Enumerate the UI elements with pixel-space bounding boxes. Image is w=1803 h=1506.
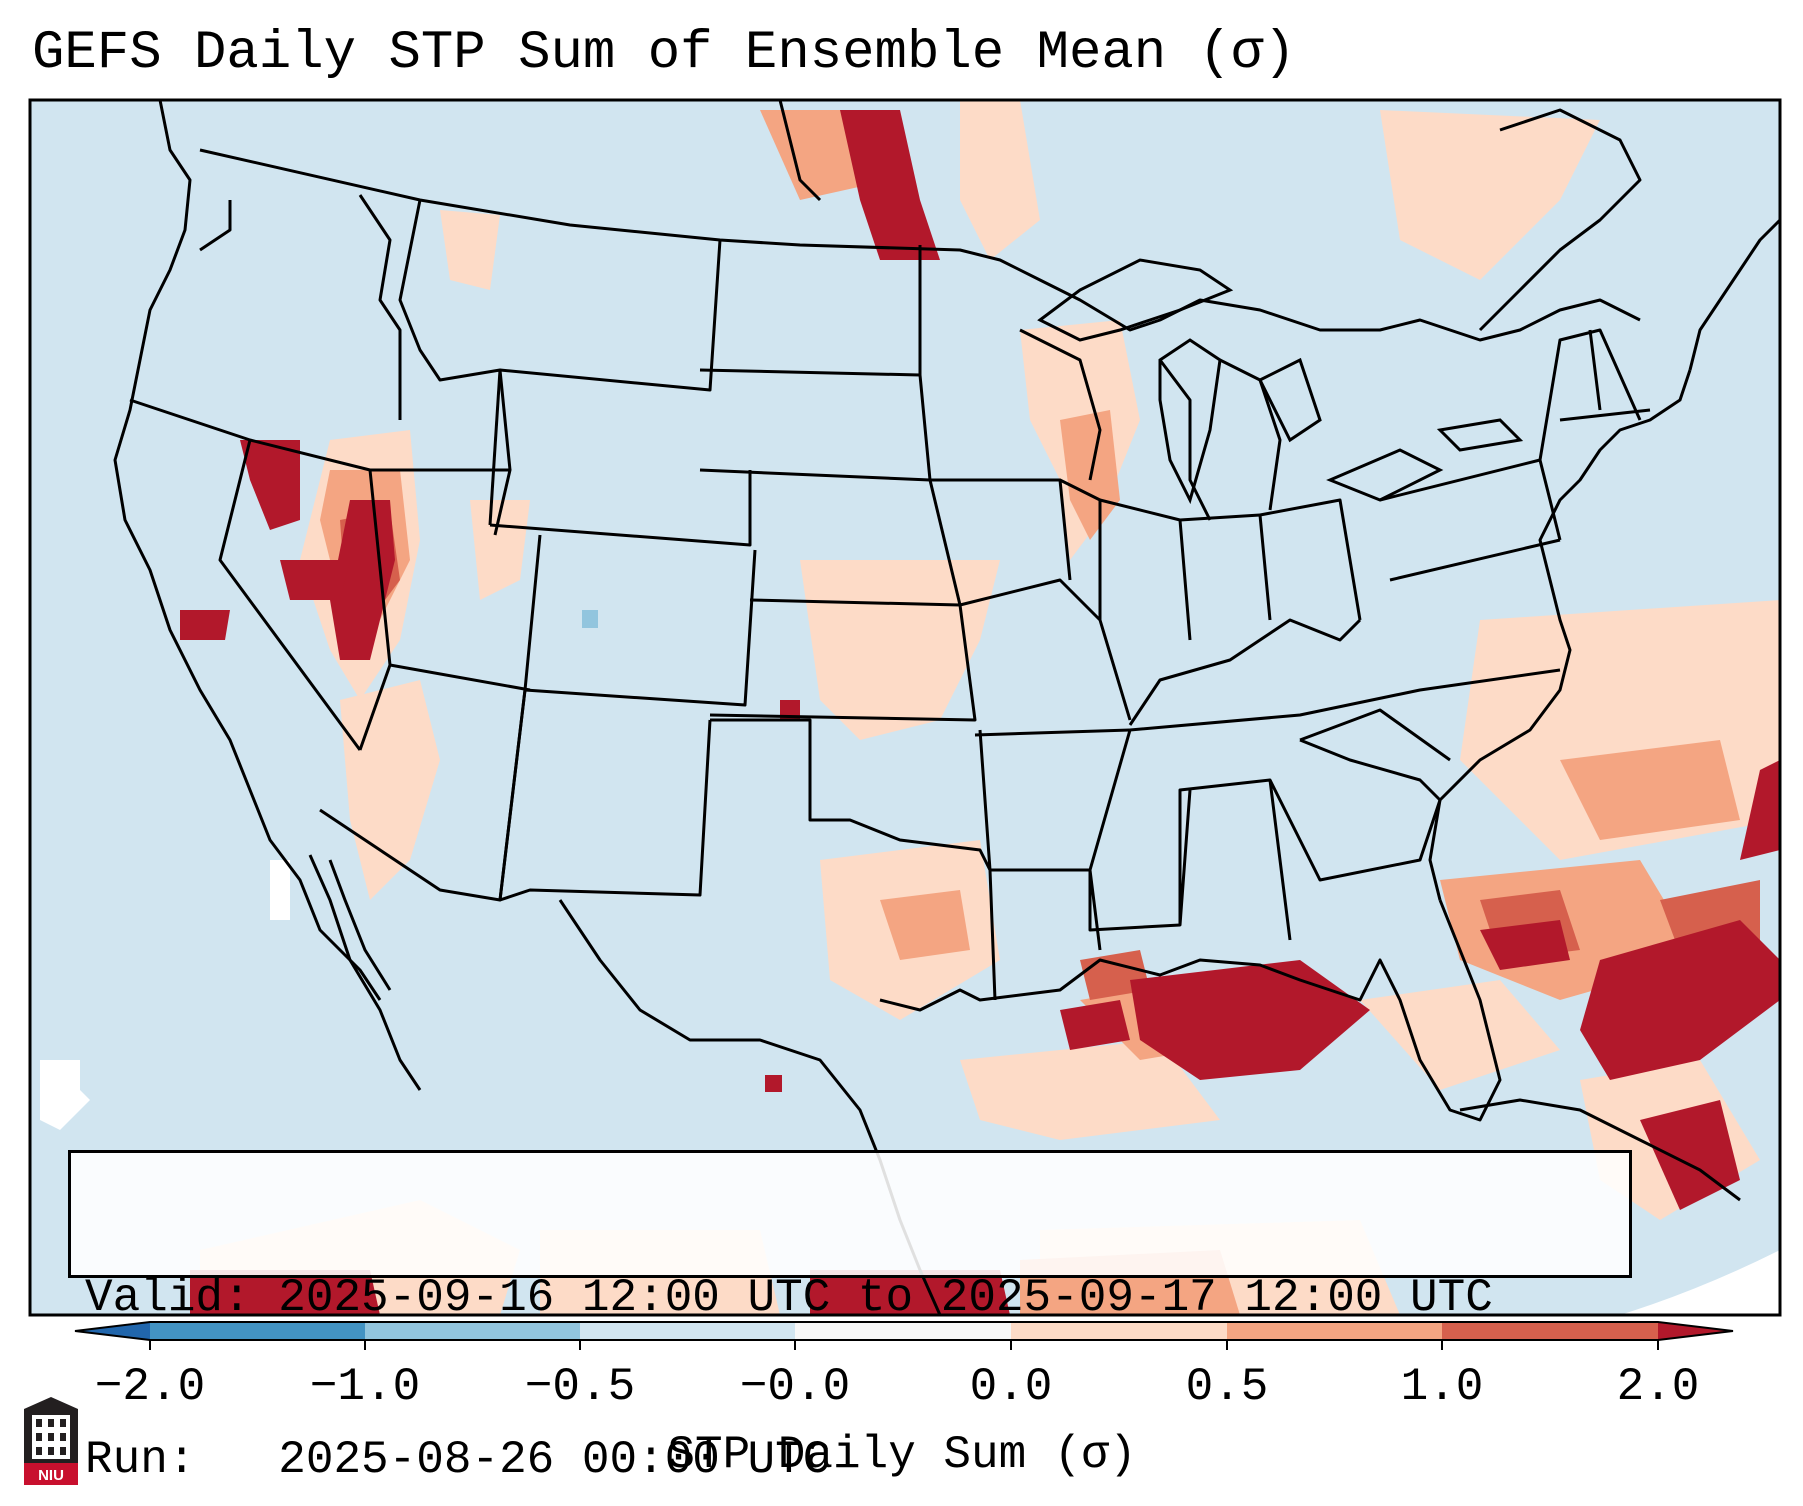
colorbar-tick-label: −0.5 <box>524 1361 636 1413</box>
state-border-layer <box>129 148 1651 1001</box>
colorbar-label: STP Daily Sum (σ) <box>667 1429 1137 1481</box>
great-lakes-layer <box>1037 258 1524 505</box>
colorbar <box>74 1321 1734 1350</box>
colorbar-bin-1-2 <box>1442 1322 1658 1340</box>
anomaly-cell-zero <box>40 1060 90 1130</box>
colorbar-over-arrow <box>1658 1322 1733 1340</box>
colorbar-bin-zero <box>795 1322 1011 1340</box>
colorbar-tick-label: −1.0 <box>309 1361 421 1413</box>
colorbar-tick-label: 1.0 <box>1400 1361 1484 1413</box>
colorbar-tick-marks <box>149 1340 1659 1350</box>
niu-logo-text: NIU <box>38 1467 64 1484</box>
colorbar-bin-neg1-neg05 <box>365 1322 580 1340</box>
colorbar-tick-label: −0.0 <box>739 1361 851 1413</box>
niu-logo: NIU <box>20 1395 82 1490</box>
anomaly-cell-zero <box>270 860 290 920</box>
colorbar-under-arrow <box>75 1322 150 1340</box>
map-frame <box>28 98 1782 1317</box>
colorbar-bin-0-05 <box>1011 1322 1227 1340</box>
valid-time-text: Valid: 2025-09-16 12:00 UTC to 2025-09-1… <box>85 1272 1493 1324</box>
niu-logo-icon <box>24 1397 78 1485</box>
colorbar-tick-label: 0.5 <box>1185 1361 1269 1413</box>
valid-run-info-box: Valid: 2025-09-16 12:00 UTC to 2025-09-1… <box>68 1150 1632 1486</box>
anomaly-cell-negative <box>582 610 598 628</box>
colorbar-bin-neg2-neg1 <box>150 1322 365 1340</box>
run-time-text: Run: 2025-08-26 00:00 UTC <box>85 1434 831 1486</box>
colorbar-bin-05-1 <box>1227 1322 1442 1340</box>
map-title: GEFS Daily STP Sum of Ensemble Mean (σ) <box>32 23 1296 84</box>
map-outside-domain <box>1620 1250 1780 1315</box>
colorbar-tick-label: 2.0 <box>1616 1361 1700 1413</box>
colorbar-bin-neg05-neg0 <box>580 1322 795 1340</box>
colorbar-tick-label: −2.0 <box>94 1361 206 1413</box>
colorbar-tick-label: 0.0 <box>969 1361 1053 1413</box>
